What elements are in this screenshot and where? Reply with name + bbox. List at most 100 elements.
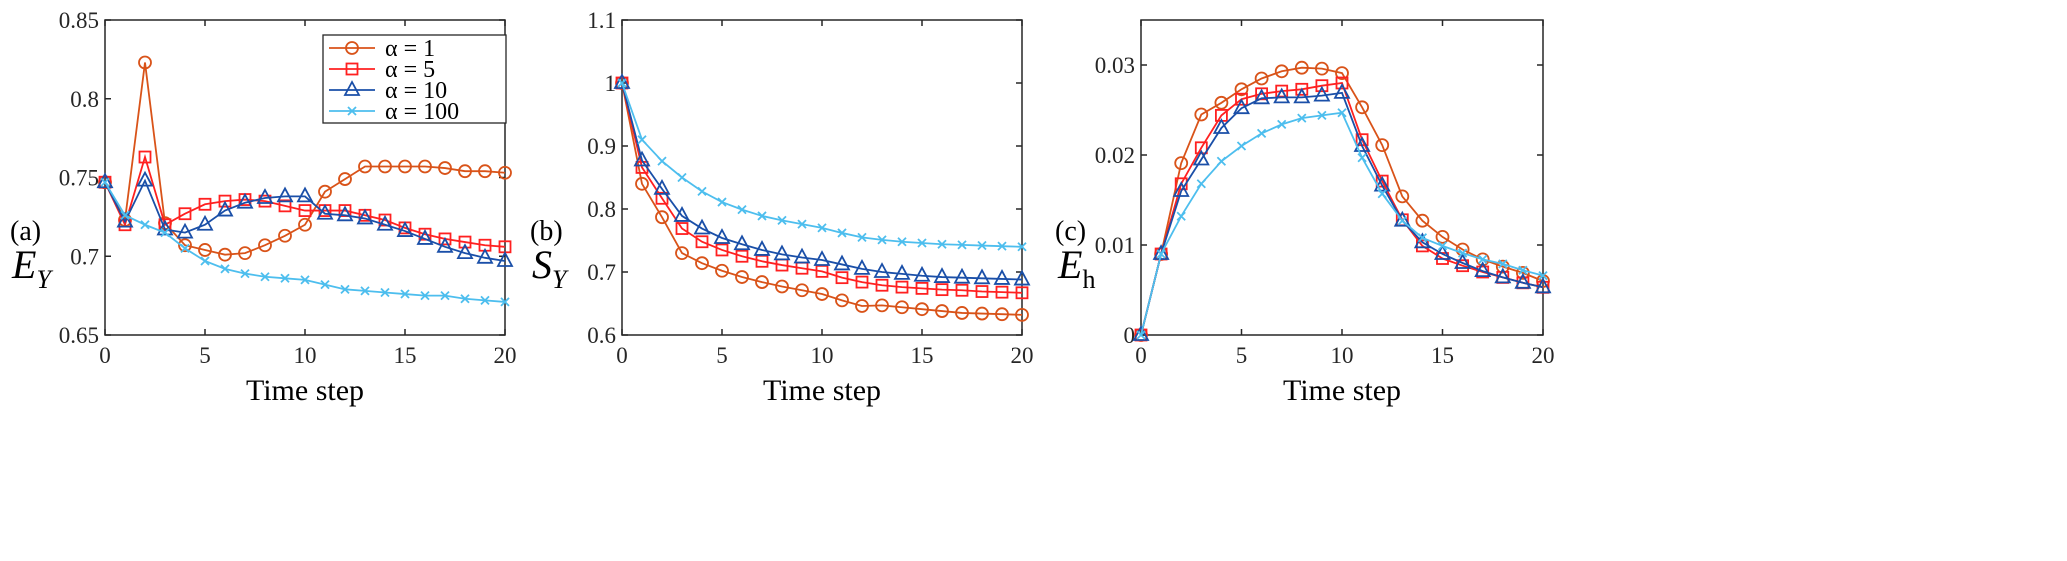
data-point xyxy=(436,236,454,253)
y-tick-label: 0.6 xyxy=(587,323,616,348)
data-point xyxy=(96,172,114,189)
series-line xyxy=(104,153,506,248)
data-point xyxy=(1373,175,1391,192)
data-point xyxy=(240,268,250,279)
data-point xyxy=(500,297,510,307)
data-point xyxy=(1516,265,1530,280)
data-point xyxy=(498,165,512,180)
data-point xyxy=(1457,248,1468,258)
data-point xyxy=(993,269,1011,285)
series-line xyxy=(621,82,1023,316)
data-point xyxy=(1353,136,1371,152)
x-tick-label: 10 xyxy=(811,343,834,368)
data-point xyxy=(997,241,1007,251)
y-tick-label: 0.85 xyxy=(59,8,99,33)
data-point xyxy=(1315,61,1329,76)
data-point xyxy=(278,228,292,243)
data-point xyxy=(318,184,332,199)
data-point xyxy=(176,222,194,239)
data-point xyxy=(753,240,771,256)
data-point xyxy=(460,294,470,304)
data-point xyxy=(218,247,232,262)
data-point xyxy=(456,243,474,260)
data-point xyxy=(1454,253,1472,269)
data-point xyxy=(1152,244,1170,260)
data-point xyxy=(1295,82,1309,96)
data-point xyxy=(735,249,749,263)
data-point xyxy=(995,285,1009,299)
data-point xyxy=(935,283,949,297)
data-point xyxy=(1273,87,1291,104)
data-point xyxy=(1315,79,1329,93)
legend-marker xyxy=(345,62,359,76)
data-point xyxy=(360,286,370,296)
data-point xyxy=(833,254,851,271)
data-point xyxy=(773,244,791,261)
data-point xyxy=(1176,211,1186,221)
data-point xyxy=(156,219,174,236)
data-point xyxy=(1174,156,1189,171)
y-tick-label: 0 xyxy=(1124,323,1136,348)
data-point xyxy=(1293,87,1311,104)
data-point xyxy=(216,200,234,217)
data-point xyxy=(138,55,152,70)
legend-entry: α = 10 xyxy=(329,78,447,104)
series-1 xyxy=(98,150,512,254)
y-axis-label-sub: h xyxy=(1082,265,1095,294)
data-point xyxy=(1236,141,1247,151)
panel-label: (b) xyxy=(530,216,563,247)
data-point xyxy=(138,150,152,164)
data-point xyxy=(1437,241,1448,251)
data-point xyxy=(136,170,154,187)
data-point xyxy=(697,186,707,196)
data-point xyxy=(140,220,150,230)
data-point xyxy=(1355,100,1369,115)
data-point xyxy=(298,217,312,232)
series-line xyxy=(1140,111,1544,336)
y-axis-label-main: E xyxy=(1057,242,1082,287)
y-tick-label: 0.7 xyxy=(587,260,616,285)
y-tick-label: 0.75 xyxy=(59,166,99,191)
data-point xyxy=(913,265,931,282)
data-point xyxy=(1132,325,1150,341)
legend: α = 1α = 5α = 10α = 100 xyxy=(322,34,507,125)
data-point xyxy=(356,208,374,225)
data-point xyxy=(458,164,472,179)
data-point xyxy=(1234,82,1249,97)
x-tick-label: 20 xyxy=(1011,343,1034,368)
data-point xyxy=(476,247,494,264)
data-point xyxy=(695,256,709,271)
data-point xyxy=(380,287,390,298)
y-tick-label: 0.8 xyxy=(587,197,616,222)
data-point xyxy=(677,172,687,183)
data-point xyxy=(398,159,412,174)
data-point xyxy=(975,285,989,298)
data-point xyxy=(178,238,192,253)
data-point xyxy=(695,235,709,249)
data-point xyxy=(857,232,867,242)
data-point xyxy=(1192,149,1210,166)
data-point xyxy=(675,246,689,261)
x-tick-label: 0 xyxy=(99,343,111,368)
data-point xyxy=(200,256,210,266)
data-point xyxy=(817,223,827,233)
data-point xyxy=(418,159,432,174)
data-point xyxy=(358,159,372,174)
data-point xyxy=(220,264,230,274)
legend-label: α = 1 xyxy=(385,36,435,62)
data-point xyxy=(1397,216,1407,226)
data-point xyxy=(735,270,749,284)
data-point xyxy=(657,156,667,166)
y-tick-label: 0.03 xyxy=(1095,53,1135,78)
data-point xyxy=(855,299,869,313)
data-point xyxy=(795,283,809,298)
data-point xyxy=(196,214,214,231)
y-axis-label-sub: Y xyxy=(552,265,569,294)
data-point xyxy=(1335,76,1349,90)
x-tick-label: 20 xyxy=(1532,343,1555,368)
data-point xyxy=(376,214,394,231)
data-point xyxy=(1494,267,1512,284)
